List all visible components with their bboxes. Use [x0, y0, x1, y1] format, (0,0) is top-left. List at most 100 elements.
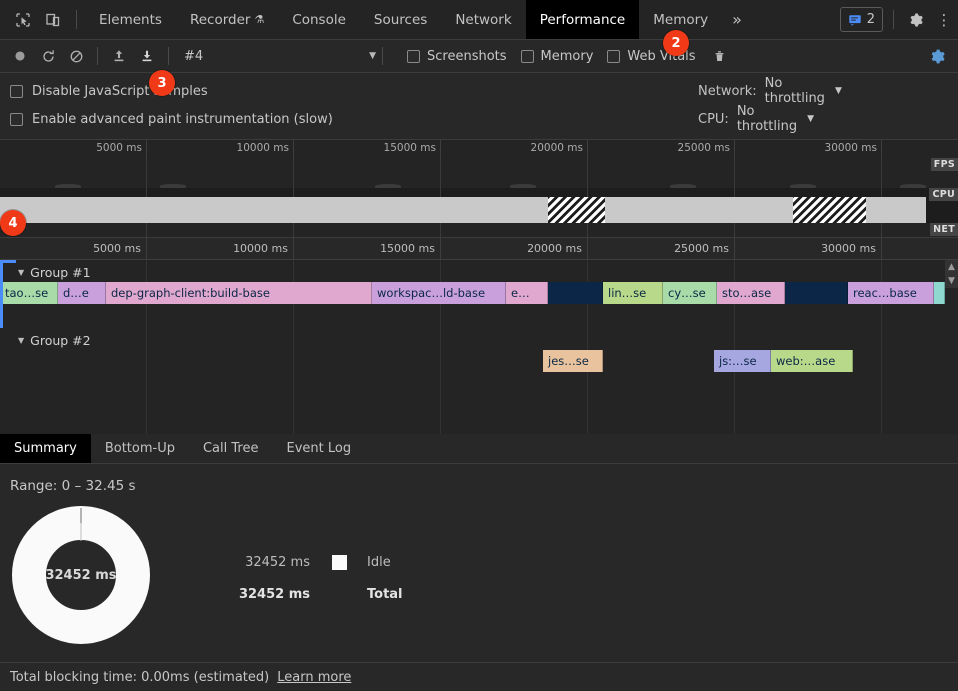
group-header-2[interactable]: ▼ Group #2: [0, 330, 91, 350]
chevron-down-icon: ▼: [18, 267, 25, 277]
flame-block[interactable]: web:…ase: [771, 350, 853, 372]
flame-block[interactable]: [548, 282, 603, 304]
tab-network[interactable]: Network: [455, 11, 512, 28]
issues-badge[interactable]: 2: [839, 7, 883, 32]
learn-more-link[interactable]: Learn more: [277, 669, 352, 685]
save-profile-button[interactable]: [133, 43, 161, 69]
summary-content: 32452 ms 32452 ms Idle 32452 ms Total: [0, 506, 958, 644]
checkbox-box[interactable]: [407, 49, 420, 63]
tab-bottom-up[interactable]: Bottom-Up: [104, 441, 175, 456]
flame-block[interactable]: e…: [506, 282, 548, 304]
group-header-1[interactable]: ▼ Group #1: [0, 262, 91, 282]
flame-block[interactable]: lin…se: [603, 282, 663, 304]
issues-count: 2: [866, 12, 875, 27]
checkbox-box[interactable]: [520, 49, 534, 63]
flame-block[interactable]: [785, 282, 848, 304]
inspect-element-icon[interactable]: [8, 0, 38, 39]
flame-block[interactable]: jes…se: [543, 350, 603, 372]
capture-settings-panel: Disable JavaScript samples Network: No t…: [0, 73, 958, 140]
capture-settings-button[interactable]: [929, 48, 952, 65]
network-throttling-select[interactable]: No throttling ▼: [765, 76, 842, 106]
fps-bump: [900, 184, 926, 188]
flame-block[interactable]: js:…se: [714, 350, 771, 372]
tab-memory[interactable]: Memory: [653, 11, 709, 28]
tab-event-log[interactable]: Event Log: [286, 441, 352, 456]
selection-indicator: [0, 260, 3, 328]
flame-tick: 10000 ms: [147, 238, 294, 259]
overview-tick: 15000 ms: [294, 140, 441, 158]
checkbox-advanced-paint[interactable]: Enable advanced paint instrumentation (s…: [0, 112, 333, 127]
tabbar-divider: [76, 10, 77, 29]
clear-button[interactable]: [62, 43, 90, 69]
timeline-overview[interactable]: 5000 ms 10000 ms 15000 ms 20000 ms 25000 ms 3…: [0, 140, 958, 238]
tab-call-tree[interactable]: Call Tree: [202, 441, 259, 456]
flame-block[interactable]: dep-graph-client:build-base: [106, 282, 372, 304]
flame-block[interactable]: cy…se: [663, 282, 717, 304]
delete-profile-button[interactable]: [706, 43, 734, 69]
more-tabs-icon[interactable]: »: [732, 10, 742, 29]
flame-block[interactable]: workspac…ld-base: [372, 282, 506, 304]
profile-select[interactable]: #4 ▼: [176, 45, 376, 67]
toolbar-divider-1: [97, 47, 98, 65]
flame-block[interactable]: reac…base: [848, 282, 934, 304]
overflow-menu-icon[interactable]: ⋮: [936, 10, 952, 29]
overview-gridline: [881, 223, 882, 237]
flame-block[interactable]: d…e: [58, 282, 106, 304]
flame-gridline: [440, 260, 441, 434]
net-lane-label: NET: [930, 223, 958, 236]
range-label: Range: 0 – 32.45 s: [10, 478, 136, 494]
legend-value: 32452 ms: [245, 554, 310, 570]
tab-elements[interactable]: Elements: [99, 11, 162, 28]
checkbox-box[interactable]: [10, 84, 23, 98]
checkbox-disable-js-samples[interactable]: Disable JavaScript samples: [0, 84, 208, 99]
fps-bump: [375, 184, 401, 188]
devtools-tabbar: Elements Recorder ⚗ Console Sources Netw…: [0, 0, 958, 40]
profile-select-value: #4: [184, 48, 204, 64]
tab-summary[interactable]: Summary: [0, 434, 91, 463]
flame-block[interactable]: [934, 282, 945, 304]
capture-settings-gear-icon: [931, 49, 945, 63]
scroll-up-arrow-icon[interactable]: ▲: [948, 262, 955, 272]
overview-fps-lane: FPS: [0, 158, 958, 188]
refresh-icon: [42, 49, 54, 62]
tab-sources[interactable]: Sources: [373, 11, 428, 28]
overview-tick: 10000 ms: [147, 140, 294, 158]
overview-tick: 20000 ms: [441, 140, 588, 158]
toolbar-divider-2: [168, 47, 169, 65]
tab-console[interactable]: Console: [292, 11, 346, 28]
cpu-empty-region: [926, 197, 958, 223]
detail-view-tabs: Summary Bottom-Up Call Tree Event Log: [0, 434, 958, 464]
flame-chart-canvas[interactable]: ▼ Group #1 ▼ Group #2 ▲ ▼ tao…se d…e dep-g…: [0, 260, 958, 434]
cpu-throttling-select[interactable]: No throttling ▼: [737, 104, 814, 134]
scroll-down-arrow-icon[interactable]: ▼: [948, 276, 955, 286]
annotation-badge-2: 2: [663, 30, 689, 56]
summary-donut-chart: 32452 ms: [12, 506, 150, 644]
flame-chart-panel: 5000 ms 10000 ms 15000 ms 20000 ms 25000 ms 3…: [0, 238, 958, 434]
toolbar-divider-3: [382, 47, 383, 65]
checkbox-label: Enable advanced paint instrumentation (s…: [32, 111, 333, 127]
overview-gridline: [734, 158, 735, 188]
flame-block[interactable]: sto…ase: [717, 282, 785, 304]
legend-value: 32452 ms: [238, 586, 310, 602]
tabbar-spacer: [752, 0, 838, 39]
record-button[interactable]: [6, 43, 34, 69]
checkbox-box[interactable]: [10, 112, 23, 126]
group-label: Group #1: [30, 264, 91, 280]
checkbox-memory[interactable]: Memory: [520, 49, 593, 64]
chevron-down-icon: ▼: [834, 86, 842, 96]
flame-vertical-scrollbar[interactable]: ▲ ▼: [945, 260, 958, 288]
gear-icon[interactable]: [902, 0, 930, 39]
tab-recorder[interactable]: Recorder ⚗: [189, 11, 265, 28]
load-profile-button[interactable]: [105, 43, 133, 69]
checkbox-box[interactable]: [607, 49, 621, 63]
device-toolbar-icon[interactable]: [38, 0, 68, 39]
overview-gridline: [587, 158, 588, 188]
legend-name: Total: [367, 586, 403, 602]
donut-center-label: 32452 ms: [45, 567, 117, 583]
tab-performance[interactable]: Performance: [525, 0, 640, 39]
chevron-down-icon: ▼: [369, 51, 376, 61]
flame-block[interactable]: tao…se: [0, 282, 58, 304]
reload-and-record-button[interactable]: [34, 43, 62, 69]
chevron-down-icon: ▼: [807, 114, 814, 124]
checkbox-screenshots[interactable]: Screenshots: [407, 49, 507, 64]
